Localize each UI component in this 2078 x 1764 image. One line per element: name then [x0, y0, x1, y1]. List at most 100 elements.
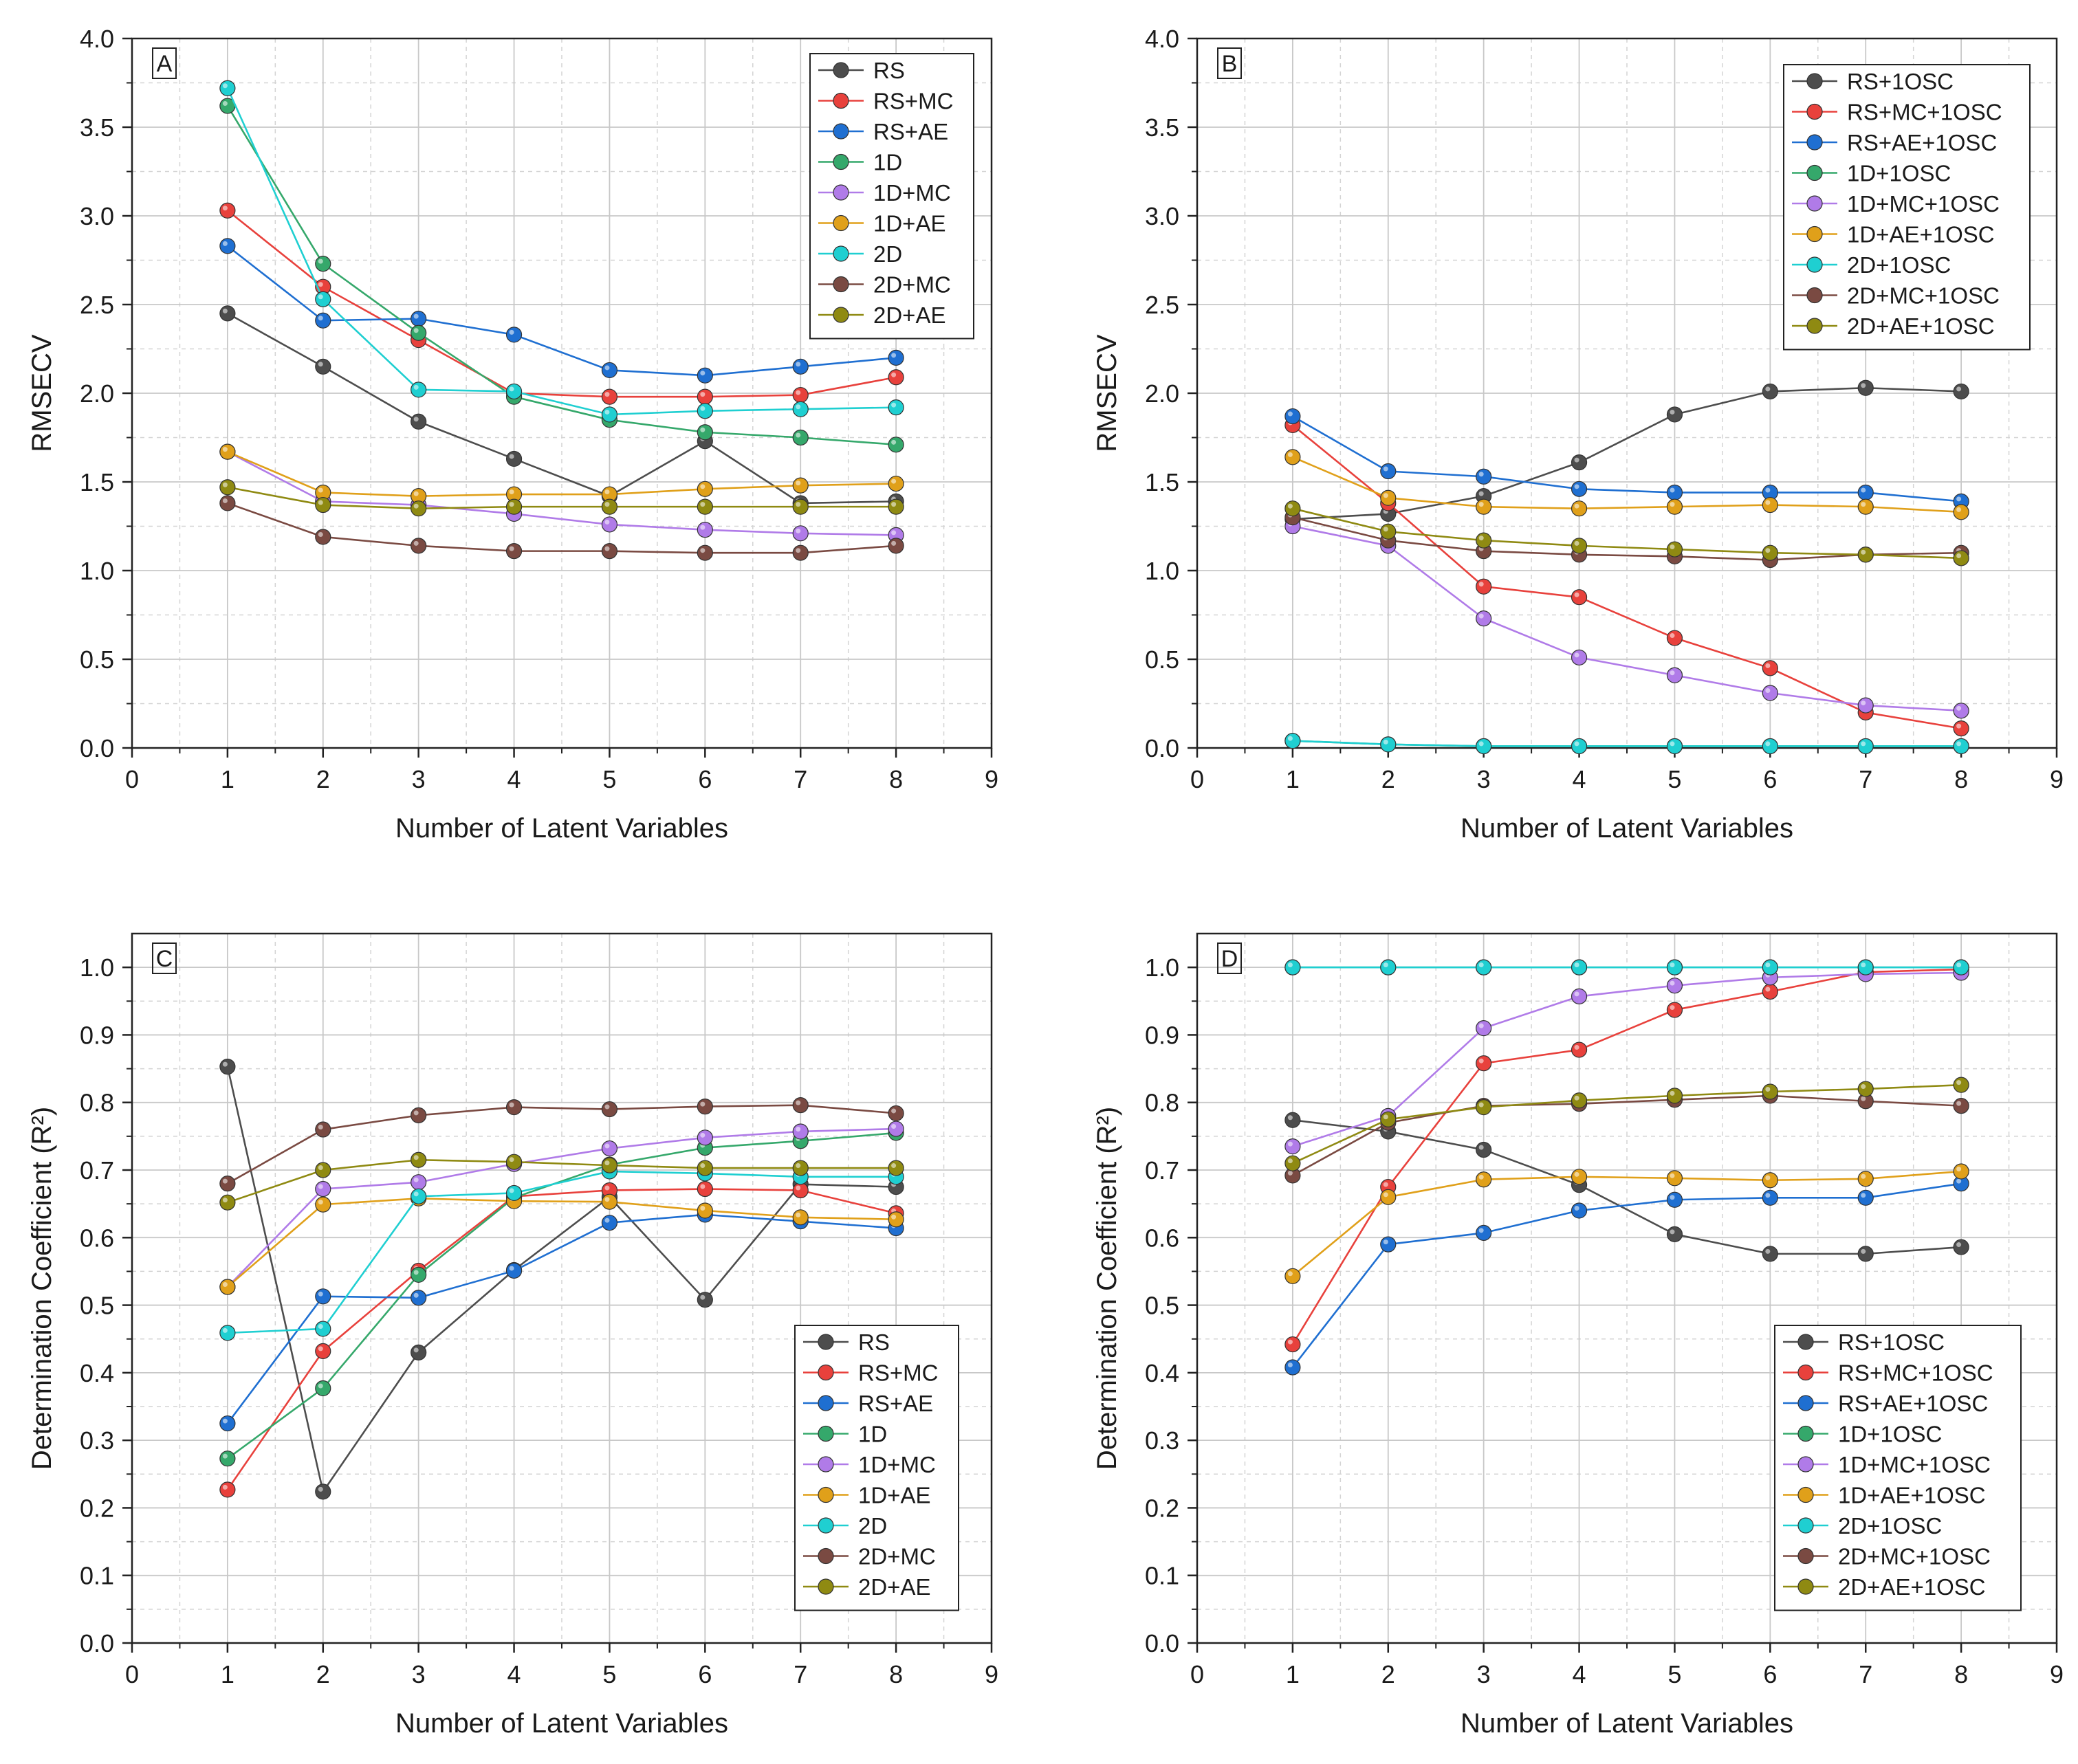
series-line-1d-ae-1osc: [1292, 456, 1962, 514]
data-point-rs-1osc: [1953, 383, 1969, 400]
data-point-highlight: [413, 1347, 419, 1353]
data-point-highlight: [1478, 1058, 1484, 1063]
y-tick-label: 0.2: [80, 1494, 114, 1522]
legend-marker: [818, 1578, 834, 1595]
data-point-highlight: [1383, 739, 1388, 745]
data-point-highlight: [413, 1155, 419, 1160]
data-point-2d-1osc: [1476, 738, 1492, 755]
data-point-highlight: [1861, 962, 1866, 968]
x-tick-label: 9: [2050, 765, 2064, 793]
series-line-1d-mc-1osc: [1292, 971, 1962, 1147]
data-point-highlight: [1287, 503, 1293, 509]
data-point-highlight: [1956, 507, 1962, 512]
data-point-2d-ae-1osc: [1284, 500, 1301, 517]
data-point-highlight: [604, 502, 610, 507]
y-tick-label: 0.0: [80, 1629, 114, 1657]
data-point-highlight: [1287, 452, 1293, 457]
data-point-highlight: [318, 1346, 323, 1352]
data-point-1d-mc: [792, 525, 809, 542]
data-point-highlight: [796, 528, 801, 533]
data-point-2d-1osc: [1857, 959, 1874, 975]
data-point-1d-mc: [792, 1123, 809, 1140]
legend-marker: [833, 307, 849, 323]
series-line-2d-mc-1osc: [1292, 516, 1962, 561]
data-point-highlight: [1670, 409, 1675, 415]
data-point-2d-1osc: [1476, 959, 1492, 975]
data-point-1d: [411, 324, 427, 341]
data-point-highlight: [891, 402, 897, 408]
data-point-highlight: [1765, 741, 1771, 747]
panel-label: B: [1222, 51, 1238, 77]
y-tick-label: 0.0: [1145, 1629, 1179, 1657]
data-point-1d-mc-1osc: [1666, 667, 1683, 683]
data-point-highlight: [1574, 503, 1579, 509]
data-point-rs-1osc: [1666, 406, 1683, 423]
series-line-2d: [227, 1170, 897, 1334]
y-tick-label: 3.5: [80, 113, 114, 142]
data-point-highlight: [318, 1291, 323, 1297]
data-point-highlight: [1478, 1145, 1484, 1150]
data-point-2d-mc: [219, 1176, 236, 1192]
data-point-rs-ae: [792, 358, 809, 375]
data-point-rs-ae-1osc: [1380, 463, 1397, 480]
legend-label: RS+1OSC: [1838, 1330, 1945, 1355]
series-2d-ae: [219, 479, 904, 517]
x-tick-label: 7: [1859, 1660, 1872, 1688]
x-axis-title: Number of Latent Variables: [1461, 813, 1793, 844]
data-point-highlight: [1478, 491, 1484, 496]
data-point-highlight: [796, 1100, 801, 1105]
y-axis-title: RMSECV: [27, 334, 57, 452]
data-point-highlight: [222, 206, 228, 211]
legend-label: 2D: [873, 241, 902, 267]
data-point-rs-ae-1osc: [1476, 1224, 1492, 1242]
data-point-highlight: [1670, 502, 1675, 507]
data-point-highlight: [318, 1323, 323, 1329]
series-line-1d: [226, 105, 897, 446]
series-line-rs-mc-1osc: [1292, 424, 1962, 729]
y-tick-label: 0.7: [80, 1156, 114, 1184]
data-point-highlight: [891, 530, 897, 536]
data-point-highlight: [413, 1292, 419, 1298]
data-point-highlight: [1765, 1193, 1771, 1198]
legend-label: 2D+1OSC: [1847, 252, 1951, 278]
data-point-2d-1osc: [1284, 959, 1301, 975]
data-point-highlight: [318, 1486, 323, 1492]
data-point-highlight: [1478, 741, 1484, 747]
legend-marker: [818, 1425, 834, 1442]
data-point-highlight: [891, 502, 897, 507]
data-point-rs-ae-1osc: [1380, 1236, 1397, 1253]
data-point-1d-ae: [315, 1196, 331, 1213]
data-point-rs-1osc: [1762, 1246, 1778, 1262]
legend-label: RS: [858, 1330, 890, 1355]
legend-marker: [833, 62, 849, 78]
data-point-2d: [411, 1188, 427, 1204]
series-line-2d-ae: [227, 486, 897, 510]
data-point-highlight: [891, 439, 897, 445]
x-tick-label: 3: [1477, 765, 1491, 793]
legend-label: RS+1OSC: [1847, 69, 1954, 94]
data-point-highlight: [891, 1214, 897, 1220]
y-tick-label: 1.0: [80, 557, 114, 585]
x-tick-label: 6: [1763, 765, 1777, 793]
data-point-1d-ae: [601, 1193, 618, 1210]
data-point-highlight: [1670, 670, 1675, 676]
data-point-highlight: [222, 308, 228, 313]
data-point-highlight: [1670, 1229, 1675, 1235]
data-point-highlight: [318, 1125, 323, 1130]
data-point-rs-ae: [697, 367, 713, 384]
data-point-1d-ae-1osc: [1380, 1189, 1397, 1205]
data-point-highlight: [318, 500, 323, 505]
data-point-highlight: [1574, 457, 1579, 463]
legend-marker: [833, 214, 849, 232]
data-point-highlight: [796, 1163, 801, 1169]
series-rs-ae-1osc: [1284, 408, 1969, 509]
data-point-2d-1osc: [1571, 738, 1588, 755]
series-1d-ae-1osc: [1284, 449, 1969, 520]
data-point-highlight: [1383, 1114, 1388, 1120]
data-point-highlight: [700, 1205, 706, 1211]
data-point-highlight: [1670, 1195, 1675, 1200]
data-point-highlight: [509, 1188, 514, 1193]
data-point-2d-1osc: [1762, 959, 1778, 975]
data-point-rs-ae-1osc: [1666, 484, 1683, 501]
data-point-2d-ae: [792, 498, 809, 515]
